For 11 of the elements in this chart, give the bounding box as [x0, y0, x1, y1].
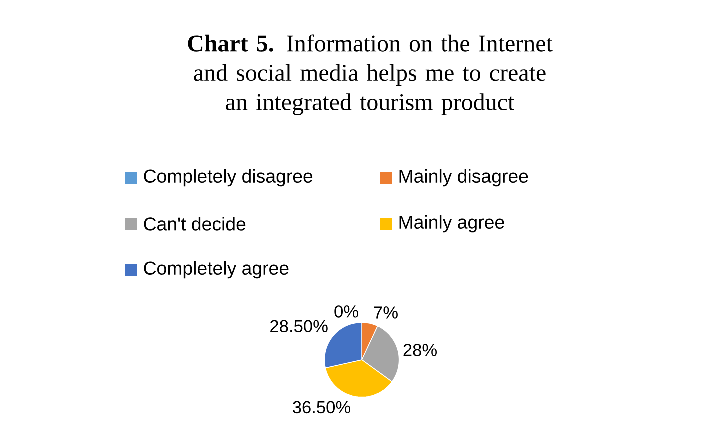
chart-title: Chart 5. Information on the Internet and social media helps me to create an integrated tourism product [188, 34, 553, 116]
data-label: 28.50% [270, 320, 328, 333]
text: 0% [334, 306, 358, 318]
legend-label: Completely agree [144, 261, 289, 279]
legend-label: Can't decide [144, 217, 246, 231]
legend-label: Completely disagree [144, 169, 313, 187]
data-label: 36.50% [293, 401, 351, 414]
legend-label: Mainly agree [400, 215, 504, 233]
legend-label: Mainly disagree [400, 169, 528, 187]
data-label: 28% [404, 344, 437, 356]
data-label: 7% [374, 306, 398, 319]
